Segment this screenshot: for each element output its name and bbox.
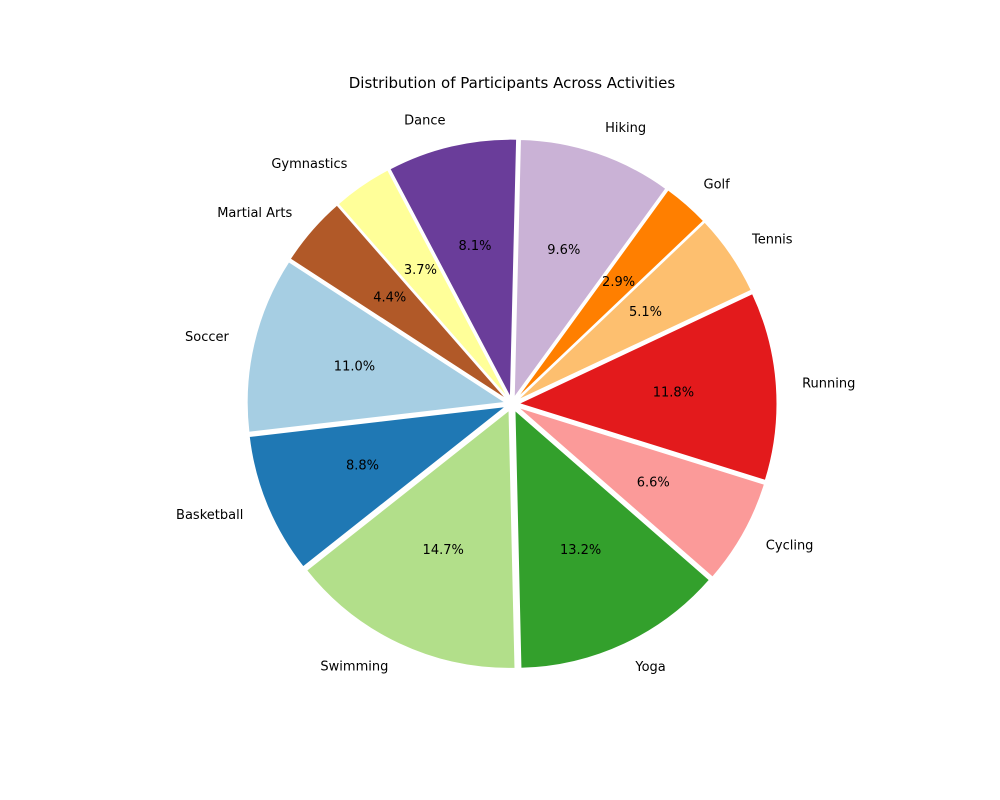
pct-label-martial-arts: 4.4% [373, 291, 406, 306]
slice-basketball [248, 405, 508, 568]
slices-group [246, 138, 778, 669]
category-label-tennis: Tennis [751, 232, 793, 247]
pct-label-soccer: 11.0% [334, 360, 375, 375]
category-label-hiking: Hiking [605, 121, 646, 136]
pct-label-gymnastics: 3.7% [404, 263, 437, 278]
slice-tennis [517, 221, 752, 401]
pct-label-running: 11.8% [653, 385, 694, 400]
category-label-cycling: Cycling [766, 538, 814, 553]
slice-gymnastics [337, 169, 509, 399]
pct-label-tennis: 5.1% [629, 305, 662, 320]
category-label-martial-arts: Martial Arts [217, 206, 292, 221]
category-label-dance: Dance [404, 113, 445, 128]
slice-running [517, 293, 778, 481]
slice-martial-arts [289, 204, 508, 400]
slice-cycling [517, 406, 766, 578]
chart-title: Distribution of Participants Across Acti… [349, 74, 676, 92]
slice-golf [516, 189, 705, 400]
slice-hiking [513, 138, 667, 399]
category-label-swimming: Swimming [320, 660, 388, 675]
slice-yoga [514, 409, 711, 669]
category-label-soccer: Soccer [185, 330, 229, 345]
pct-label-hiking: 9.6% [547, 243, 580, 258]
slice-swimming [305, 409, 516, 669]
category-label-yoga: Yoga [634, 660, 665, 675]
slice-soccer [246, 261, 507, 433]
slice-dance [389, 138, 518, 400]
pct-label-swimming: 14.7% [423, 543, 464, 558]
labels-group: 11.0% Soccer 8.8% Basketball 14.7% Swimming 13… [176, 113, 855, 674]
category-label-running: Running [802, 377, 855, 392]
category-label-basketball: Basketball [176, 508, 243, 523]
pct-label-yoga: 13.2% [560, 543, 601, 558]
category-label-gymnastics: Gymnastics [271, 157, 347, 172]
pct-label-basketball: 8.8% [346, 458, 379, 473]
category-label-golf: Golf [704, 178, 731, 193]
pct-label-cycling: 6.6% [637, 475, 670, 490]
pct-label-golf: 2.9% [602, 275, 635, 290]
pct-label-dance: 8.1% [458, 239, 491, 254]
